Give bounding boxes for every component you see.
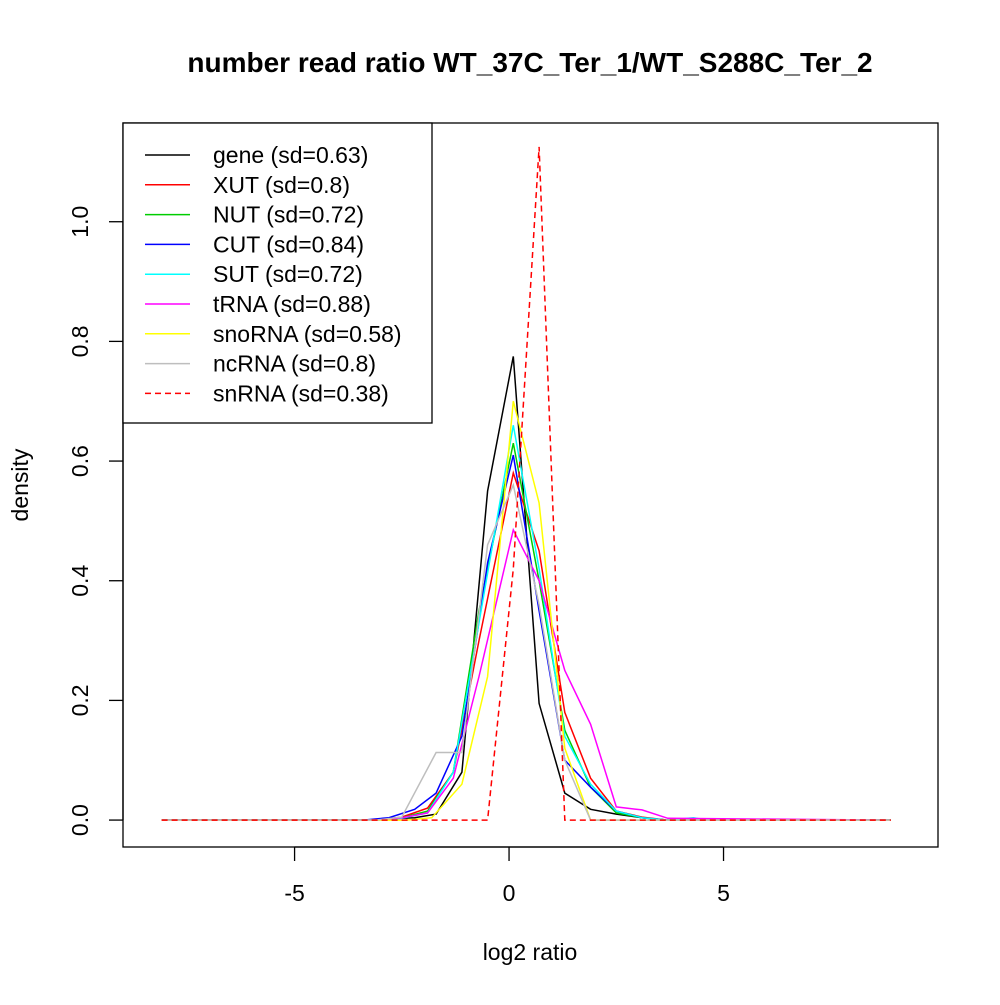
legend-label: CUT (sd=0.84): [213, 231, 364, 257]
x-tick-label: 0: [503, 880, 516, 906]
x-tick-label: 5: [717, 880, 730, 906]
series-line-6: [161, 401, 891, 821]
legend-label: snoRNA (sd=0.58): [213, 321, 402, 347]
series-line-0: [161, 356, 891, 821]
legend-label: ncRNA (sd=0.8): [213, 351, 376, 377]
y-tick-label: 0.6: [67, 445, 93, 477]
legend-label: XUT (sd=0.8): [213, 172, 350, 198]
y-tick-label: 0.8: [67, 325, 93, 357]
series-line-7: [161, 482, 891, 821]
y-tick-label: 1.0: [67, 206, 93, 238]
y-axis-label: density: [7, 448, 33, 521]
series-line-4: [161, 425, 891, 821]
series-line-8: [161, 146, 891, 821]
legend-label: gene (sd=0.63): [213, 142, 368, 168]
legend-label: NUT (sd=0.72): [213, 202, 364, 228]
series-line-5: [161, 527, 891, 821]
x-tick-label: -5: [284, 880, 304, 906]
x-axis-label: log2 ratio: [483, 939, 578, 965]
series-layer: [161, 146, 891, 821]
y-tick-label: 0.0: [67, 804, 93, 836]
legend-label: tRNA (sd=0.88): [213, 291, 371, 317]
legend-label: snRNA (sd=0.38): [213, 380, 389, 406]
legend: gene (sd=0.63) XUT (sd=0.8) NUT (sd=0.72) C…: [122, 122, 433, 424]
y-tick-label: 0.2: [67, 684, 93, 716]
legend-box: [122, 122, 433, 424]
plot-frame: [122, 122, 939, 848]
chart-title: number read ratio WT_37C_Ter_1/WT_S288C_…: [187, 47, 872, 78]
legend-label: SUT (sd=0.72): [213, 261, 363, 287]
y-tick-label: 0.4: [67, 565, 93, 597]
